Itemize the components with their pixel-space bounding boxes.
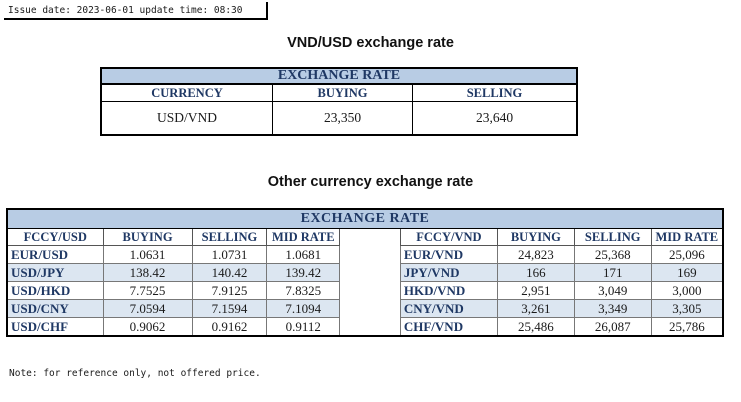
column-gap: [339, 228, 401, 246]
vnd-usd-title: VND/USD exchange rate: [287, 35, 454, 51]
other-rates-table: EXCHANGE RATE FCCY/USD BUYING SELLING MI…: [6, 208, 724, 337]
buying-cell: 23,350: [272, 101, 413, 135]
rate-cell: 7.9125: [191, 281, 268, 300]
rate-cell: 171: [573, 263, 652, 282]
column-gap: [339, 281, 401, 300]
col-mid-rate: MID RATE: [266, 228, 341, 246]
rate-cell: 169: [650, 263, 724, 282]
rate-cell: 24,823: [496, 245, 575, 264]
pair-cell: EUR/VND: [399, 245, 498, 264]
column-gap: [339, 317, 401, 336]
rate-cell: 25,786: [650, 317, 724, 337]
pair-cell: USD/CNY: [6, 299, 104, 318]
rate-cell: 25,096: [650, 245, 724, 264]
col-mid-rate: MID RATE: [650, 228, 724, 246]
fx-table-header: EXCHANGE RATE: [7, 209, 723, 229]
rate-cell: 1.0731: [191, 245, 268, 264]
col-selling: SELLING: [573, 228, 652, 246]
pair-cell: EUR/USD: [6, 245, 104, 264]
rate-cell: 1.0631: [102, 245, 193, 264]
rate-cell: 26,087: [573, 317, 652, 337]
table-row: USD/HKD 7.7525 7.9125 7.8325 HKD/VND 2,9…: [6, 281, 724, 300]
column-gap: [339, 245, 401, 264]
rate-cell: 3,261: [496, 299, 575, 318]
column-gap: [339, 263, 401, 282]
rate-cell: 3,349: [573, 299, 652, 318]
rate-cell: 138.42: [102, 263, 193, 282]
footer-note: Note: for reference only, not offered pr…: [9, 368, 261, 379]
selling-cell: 23,640: [475, 110, 514, 125]
col-buying: BUYING: [272, 84, 413, 102]
rate-cell: 7.1094: [266, 299, 341, 318]
table-row: USD/CHF 0.9062 0.9162 0.9112 CHF/VND 25,…: [6, 317, 724, 337]
rate-cell: 3,000: [650, 281, 724, 300]
col-selling: SELLING: [412, 84, 577, 102]
vnd-table-header: EXCHANGE RATE: [101, 68, 577, 85]
rate-cell: 0.9112: [266, 317, 341, 337]
col-selling: SELLING: [191, 228, 268, 246]
col-currency: CURRENCY: [101, 84, 273, 102]
issue-date-label: Issue date: 2023-06-01 update time: 08:3…: [4, 2, 268, 20]
col-buying: BUYING: [496, 228, 575, 246]
rate-cell: 25,368: [573, 245, 652, 264]
rate-cell: 7.7525: [102, 281, 193, 300]
col-fccy-usd: FCCY/USD: [6, 228, 104, 246]
rate-cell: 2,951: [496, 281, 575, 300]
table-row: USD/CNY 7.0594 7.1594 7.1094 CNY/VND 3,2…: [6, 299, 724, 318]
rate-cell: 3,305: [650, 299, 724, 318]
rate-cell: 0.9162: [191, 317, 268, 337]
pair-cell: USD/JPY: [6, 263, 104, 282]
currency-cell: USD/VND: [101, 101, 273, 135]
rate-cell: 1.0681: [266, 245, 341, 264]
rate-cell: 139.42: [266, 263, 341, 282]
table-row: USD/JPY 138.42 140.42 139.42 JPY/VND 166…: [6, 263, 724, 282]
vnd-usd-table: EXCHANGE RATE CURRENCY BUYING SELLING US…: [100, 67, 578, 136]
rate-cell: 140.42: [191, 263, 268, 282]
rate-cell: 25,486: [496, 317, 575, 337]
pair-cell: CHF/VND: [399, 317, 498, 337]
rate-cell: 3,049: [573, 281, 652, 300]
pair-cell: USD/CHF: [6, 317, 104, 337]
column-gap: [339, 299, 401, 318]
pair-cell: USD/HKD: [6, 281, 104, 300]
pair-cell: CNY/VND: [399, 299, 498, 318]
table-row: EUR/USD 1.0631 1.0731 1.0681 EUR/VND 24,…: [6, 245, 724, 264]
col-fccy-vnd: FCCY/VND: [399, 228, 498, 246]
rate-cell: 0.9062: [102, 317, 193, 337]
rate-cell: 166: [496, 263, 575, 282]
other-rates-title: Other currency exchange rate: [267, 174, 474, 190]
rate-cell: 7.1594: [191, 299, 268, 318]
pair-cell: HKD/VND: [399, 281, 498, 300]
rate-cell: 7.8325: [266, 281, 341, 300]
col-buying: BUYING: [102, 228, 193, 246]
pair-cell: JPY/VND: [399, 263, 498, 282]
rate-cell: 7.0594: [102, 299, 193, 318]
